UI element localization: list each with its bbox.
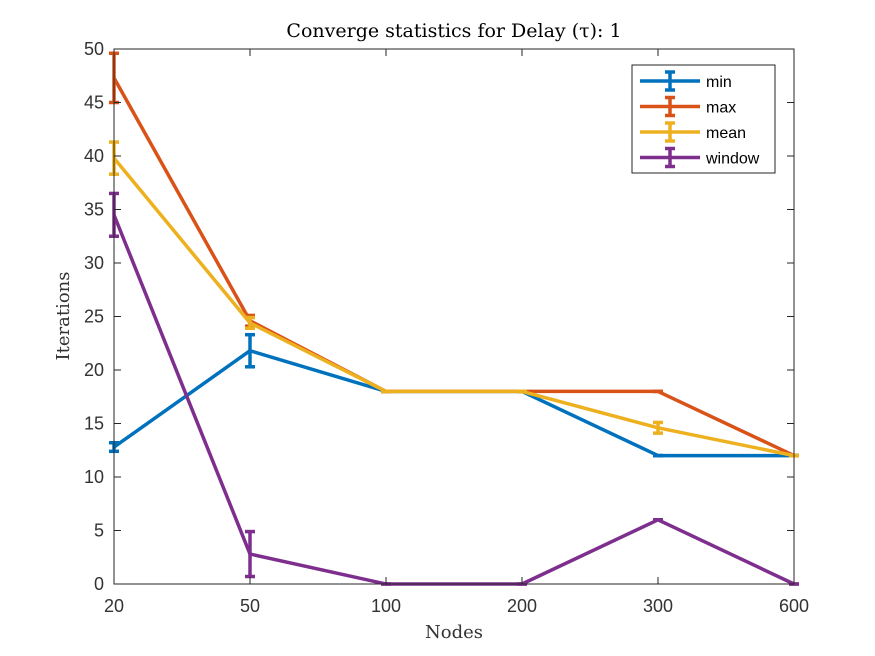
legend-box — [631, 64, 776, 174]
axes-layer: 0 5 10 15 20 25 30 35 40 45 50 20 50 100 200 300 600 — [84, 39, 809, 616]
error-bar-mean-50 — [245, 315, 255, 331]
error-bar-window-50 — [245, 529, 255, 579]
error-bar-min-50 — [245, 332, 255, 369]
y-tick-label: 45 — [84, 93, 104, 113]
y-tick-label: 30 — [84, 253, 104, 273]
series-line-mean — [112, 157, 795, 458]
y-tick-label: 0 — [94, 574, 104, 594]
legend-entry-window: window — [640, 146, 760, 169]
y-tick-label: 20 — [84, 360, 104, 380]
x-tick-label: 300 — [643, 596, 673, 616]
y-tick-label: 10 — [84, 467, 104, 487]
legend-label-window: window — [705, 151, 760, 168]
y-tick-label: 40 — [84, 146, 104, 166]
legend-label-mean: mean — [706, 125, 746, 142]
x-axis-label: Nodes — [425, 622, 483, 643]
legend: min max mean window — [631, 64, 776, 174]
x-tick-label: 50 — [240, 596, 260, 616]
legend-label-max: max — [706, 100, 736, 117]
y-axis-label: Iterations — [53, 272, 74, 361]
y-tick-label: 25 — [84, 307, 104, 327]
legend-entry-max: max — [640, 95, 736, 118]
legend-entry-min: min — [640, 70, 732, 92]
legend-label-min: min — [706, 74, 732, 91]
x-tick-label: 600 — [779, 596, 809, 616]
y-tick-label: 5 — [94, 521, 104, 541]
x-tick-label: 20 — [104, 596, 124, 616]
y-tick-label: 50 — [84, 39, 104, 59]
legend-entry-mean: mean — [640, 121, 746, 143]
y-tick-label: 15 — [84, 414, 104, 434]
error-bar-mean-300 — [653, 420, 663, 435]
x-tick-label: 200 — [507, 596, 537, 616]
y-tick-label: 35 — [84, 200, 104, 220]
x-tick-label: 100 — [371, 596, 401, 616]
chart-title: Converge statistics for Delay (τ): 1 — [286, 20, 621, 42]
